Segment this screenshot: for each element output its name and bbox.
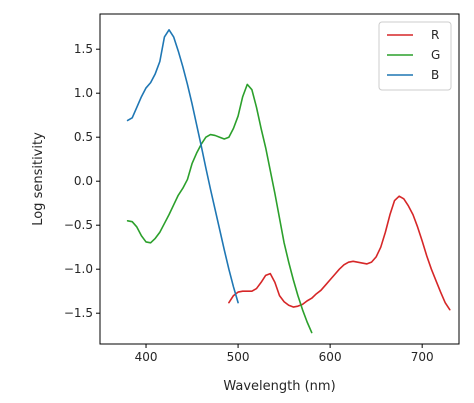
legend-box	[378, 21, 452, 91]
y-tick-label: −1.0	[64, 262, 93, 276]
x-tick-label: 500	[227, 350, 250, 364]
plot-frame	[99, 13, 460, 345]
series-layer	[126, 29, 451, 334]
legend: RGB	[378, 21, 452, 91]
x-tick-label: 600	[319, 350, 342, 364]
x-axis-label: Wavelength (nm)	[223, 379, 335, 394]
y-axis-label: Log sensitivity	[31, 132, 46, 226]
series-line-b	[126, 29, 239, 304]
y-tick-label: 1.0	[74, 86, 93, 100]
legend-label-b: B	[431, 68, 439, 82]
series-line-r	[228, 195, 451, 311]
legend-label-r: R	[431, 28, 439, 42]
y-axis: −1.5 −1.0 −0.5 0.0 0.5 1.0 1.5	[64, 42, 100, 320]
y-tick-label: −1.5	[64, 306, 93, 320]
y-tick-label: 0.0	[74, 174, 93, 188]
y-tick-label: 0.5	[74, 130, 93, 144]
y-tick-label: 1.5	[74, 42, 93, 56]
x-tick-label: 400	[135, 350, 158, 364]
series-line-g	[126, 83, 313, 334]
y-tick-label: −0.5	[64, 218, 93, 232]
legend-label-g: G	[431, 48, 440, 62]
x-tick-label: 700	[411, 350, 434, 364]
x-axis: 400 500 600 700	[135, 344, 434, 364]
